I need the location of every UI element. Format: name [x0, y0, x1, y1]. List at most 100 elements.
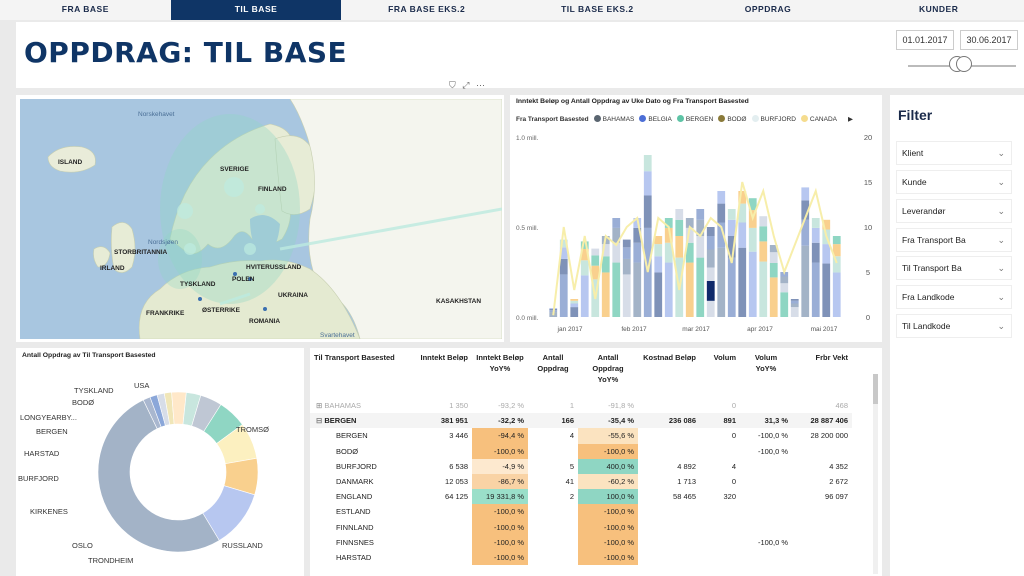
table-cell — [792, 550, 852, 565]
donut-title: Antall Oppdrag av Til Transport Basested — [22, 352, 156, 359]
col-header-inntekt-yoy[interactable]: Inntekt Beløp YoY% — [476, 353, 524, 373]
bar-segment — [622, 274, 631, 317]
chevron-down-icon: ⌄ — [997, 321, 1005, 331]
bar-segment — [832, 256, 841, 273]
bar-segment — [727, 236, 736, 258]
legend-item-bodo[interactable]: BODØ — [718, 115, 747, 123]
more-options-icon[interactable]: ⋯ — [476, 80, 485, 90]
donut-label: BERGEN — [36, 427, 68, 436]
bar-segment — [801, 200, 810, 220]
map-label-norskehavet: Norskehavet — [138, 111, 175, 118]
filter-pane: Filter Klient ⌄ Kunde ⌄ Leverandør ⌄ Fra Tr… — [890, 95, 1024, 576]
filter-til-transport[interactable]: Til Transport Ba ⌄ — [896, 256, 1012, 280]
table-row[interactable]: DANMARK 12 053 -86,7 % 41 -60,2 % 1 713 0 2 672 — [310, 473, 852, 490]
filter-leverandor[interactable]: Leverandør ⌄ — [896, 199, 1012, 223]
table-row[interactable]: FINNLAND -100,0 % -100,0 % — [310, 519, 852, 535]
table-cell: -100,0 % — [578, 534, 638, 550]
bar-segment — [738, 222, 747, 248]
legend-item-belgia[interactable]: BELGIA — [639, 115, 672, 123]
table-row[interactable]: ENGLAND 64 125 19 331,8 % 2 100,0 % 58 465 320… — [310, 489, 852, 505]
bar-segment — [748, 227, 757, 252]
legend-item-canada[interactable]: CANADA — [800, 115, 837, 123]
table-row[interactable]: HARSTAD -100,0 % -100,0 % — [310, 549, 852, 566]
bar-segment — [696, 219, 705, 236]
chart-legend: Fra Transport Basested BAHAMAS BELGIA BE… — [516, 115, 853, 123]
filter-icon[interactable]: ⛉ — [449, 80, 456, 90]
table-cell: 4 352 — [829, 461, 848, 471]
col-header-volum-yoy[interactable]: Volum YoY% — [754, 353, 778, 373]
table-row[interactable]: BERGEN 3 446 -94,4 % 4 -55,6 % 0 -100,0 % 28 20… — [310, 428, 852, 444]
table-cell: 320 — [723, 492, 736, 502]
bar-segment — [580, 248, 589, 261]
row-label: BERGEN — [336, 431, 368, 441]
bar-segment — [633, 227, 642, 243]
date-from-input[interactable]: 01.01.2017 — [896, 30, 954, 50]
filter-fra-landkode[interactable]: Fra Landkode ⌄ — [896, 285, 1012, 309]
date-slider-end-knob[interactable] — [956, 56, 972, 72]
bar-segment — [664, 227, 673, 243]
table-cell: -32,2 % — [498, 416, 524, 426]
col-header-antall[interactable]: Antall Oppdrag — [537, 353, 569, 373]
table-row[interactable]: ⊞ BAHAMAS 1 350 -93,2 % 1 -91,8 % 0 468 — [310, 398, 852, 413]
col-header-inntekt[interactable]: Inntekt Beløp — [420, 353, 468, 362]
bar-segment — [738, 203, 747, 223]
table-cell: 0 — [731, 477, 736, 487]
table-cell: 1 713 — [677, 477, 696, 487]
tab-oppdrag[interactable]: OPPDRAG — [744, 4, 792, 14]
col-header-basested[interactable]: Til Transport Basested — [314, 353, 395, 362]
table-cell — [638, 520, 700, 535]
bar-segment — [717, 222, 726, 248]
legend-item-bahamas[interactable]: BAHAMAS — [593, 115, 634, 123]
bar-segment — [727, 257, 736, 317]
row-label: ⊟ BERGEN — [316, 416, 357, 426]
filter-til-landkode[interactable]: Til Landkode ⌄ — [896, 314, 1012, 338]
bar-segment — [822, 263, 831, 317]
legend-item-bergen[interactable]: BERGEN — [676, 115, 713, 123]
tab-til-base[interactable]: TIL BASE — [170, 0, 342, 20]
tab-fra-base[interactable]: FRA BASE — [61, 4, 109, 14]
map-canvas[interactable]: Norskehavet Nordsjøen Svartehavet ISLAND… — [20, 99, 502, 339]
bar-segment — [591, 255, 600, 266]
table-cell: -100,0 % — [757, 446, 788, 456]
col-header-volum[interactable]: Volum — [713, 353, 736, 362]
tab-til-base-eks2[interactable]: TIL BASE EKS.2 — [561, 4, 634, 14]
donut-chart: Antall Oppdrag av Til Transport Basested… — [16, 348, 304, 576]
date-to-input[interactable]: 30.06.2017 — [960, 30, 1018, 50]
table-cell: -100,0 % — [472, 534, 528, 550]
map-label-kasakhstan: KASAKHSTAN — [436, 298, 482, 305]
tab-fra-base-eks2[interactable]: FRA BASE EKS.2 — [388, 4, 466, 14]
col-header-kostnad[interactable]: Kostnad Beløp — [643, 353, 696, 362]
filter-kunde[interactable]: Kunde ⌄ — [896, 170, 1012, 194]
x-tick-label: mai 2017 — [811, 326, 838, 333]
focus-mode-icon[interactable]: ⤢ — [462, 80, 470, 90]
filter-fra-transport[interactable]: Fra Transport Ba ⌄ — [896, 228, 1012, 252]
table-row[interactable]: ESTLAND -100,0 % -100,0 % — [310, 504, 852, 520]
map-label-finland: FINLAND — [258, 186, 287, 193]
page-tabs: FRA BASE TIL BASE FRA BASE EKS.2 TIL BAS… — [0, 0, 1024, 20]
expand-icon[interactable]: ⊞ — [316, 401, 325, 411]
table-row[interactable]: BURFJORD 6 538 -4,9 % 5 400,0 % 4 892 4 4 352 — [310, 458, 852, 474]
table-cell — [792, 520, 852, 535]
table-cell — [700, 504, 740, 519]
table-row[interactable]: BODØ -100,0 % -100,0 % -100,0 % — [310, 443, 852, 459]
col-header-antall-yoy[interactable]: Antall Oppdrag YoY% — [592, 353, 624, 384]
table-cell — [638, 550, 700, 565]
donut-label: BODØ — [72, 398, 94, 407]
y-tick-label: 0.5 mill. — [516, 225, 539, 232]
bar-segment — [748, 198, 757, 211]
legend-next-icon[interactable]: ▶ — [847, 116, 853, 123]
table-cell: 0 — [731, 431, 736, 441]
chevron-down-icon: ⌄ — [997, 235, 1005, 245]
bar-segment — [675, 209, 684, 220]
bar-segment — [622, 258, 631, 275]
tab-kunder[interactable]: KUNDER — [919, 4, 959, 14]
bar-segment — [759, 241, 768, 262]
filter-klient[interactable]: Klient ⌄ — [896, 141, 1012, 165]
table-scrollbar[interactable] — [873, 374, 878, 574]
col-header-frbr-vekt[interactable]: Frbr Vekt — [815, 353, 848, 362]
table-row[interactable]: FINNSNES -100,0 % -100,0 % -100,0 % — [310, 534, 852, 550]
bar-segment — [612, 218, 621, 228]
collapse-icon[interactable]: ⊟ — [316, 416, 325, 426]
table-row[interactable]: ⊟ BERGEN 381 951 -32,2 % 166 -35,4 % 236 086 8… — [310, 413, 852, 429]
legend-item-burfjord[interactable]: BURFJORD — [751, 115, 796, 123]
